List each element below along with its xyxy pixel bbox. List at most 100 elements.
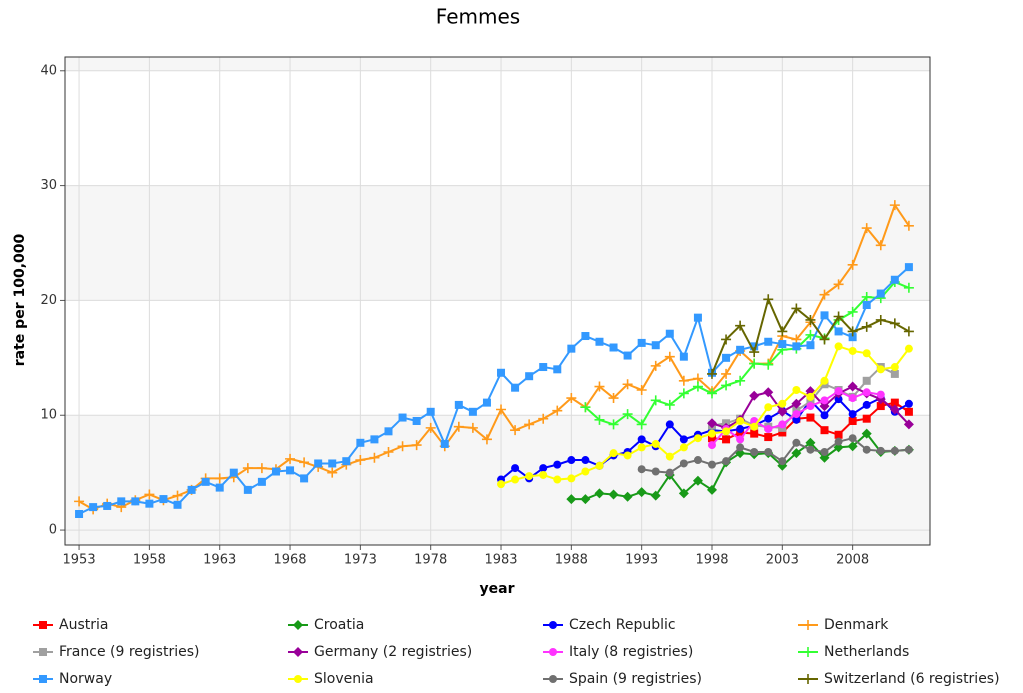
marker [861,321,872,332]
marker [848,346,857,355]
marker [131,497,140,506]
marker [440,439,449,448]
legend-label: Netherlands [824,644,909,660]
marker [803,620,813,630]
grid-band [65,57,930,71]
legend: Austria Croatia Czech Republic Denmark Franc… [33,617,1000,687]
series-line [584,280,910,426]
marker [778,420,787,429]
marker [848,416,857,425]
marker [791,448,802,459]
marker [904,344,913,353]
marker [580,402,591,413]
marker [862,301,871,310]
marker [525,372,534,381]
x-tick-label: 1958 [133,553,166,568]
marker [553,365,562,374]
marker [482,398,491,407]
x-axis-label: year [480,581,515,597]
marker [623,451,632,460]
marker [736,435,745,444]
marker [876,365,885,374]
marker [595,337,604,346]
marker [679,352,688,361]
marker [481,434,492,445]
marker [300,474,309,483]
marker [679,443,688,452]
marker [425,422,436,433]
marker [820,396,829,405]
marker [722,457,731,466]
marker [847,381,858,392]
marker [889,200,900,211]
marker [468,407,477,416]
marker [834,430,843,439]
marker [875,314,886,325]
marker [549,675,557,683]
marker [764,433,773,442]
marker [889,404,900,415]
marker [847,326,858,337]
marker [792,410,801,419]
marker [608,393,619,404]
marker [706,368,717,379]
marker [903,419,914,430]
marker [736,345,745,354]
marker [370,435,379,444]
marker [904,407,913,416]
marker [903,282,914,293]
marker [355,455,366,466]
marker [665,329,674,338]
marker [806,341,815,350]
marker [678,488,689,499]
marker [862,445,871,454]
marker [806,402,815,411]
marker [876,289,885,298]
legend-label: Italy (8 registries) [569,644,693,660]
marker [764,447,773,456]
marker [819,452,830,463]
marker [904,445,913,454]
marker [609,449,618,458]
marker [467,422,478,433]
marker [778,428,787,437]
marker [567,474,576,483]
marker [215,483,224,492]
marker [89,503,98,512]
marker [411,440,422,451]
marker [722,353,731,362]
marker [706,388,717,399]
x-tick-label: 1978 [414,553,447,568]
legend-label: Czech Republic [569,617,676,633]
marker [792,385,801,394]
marker [637,465,646,474]
marker [848,333,857,342]
marker [833,279,844,290]
marker [553,475,562,484]
x-tick-label: 1953 [63,553,96,568]
marker [834,395,843,404]
marker [722,427,731,436]
marker [778,457,787,466]
marker [805,314,816,325]
marker [74,496,85,507]
legend-label: France (9 registries) [59,644,199,660]
x-tick-label: 1998 [695,553,728,568]
marker [342,457,351,466]
marker [299,457,310,468]
marker [903,326,914,337]
marker [819,401,830,412]
y-tick-label: 40 [40,63,57,78]
marker [876,446,885,455]
x-tick-label: 1993 [625,553,658,568]
marker [651,341,660,350]
plot-border [64,56,931,546]
marker [750,342,759,351]
marker [803,674,813,684]
marker [608,489,619,500]
marker [293,647,303,657]
marker [721,380,732,391]
marker [294,675,302,683]
y-tick-label: 10 [40,408,57,423]
